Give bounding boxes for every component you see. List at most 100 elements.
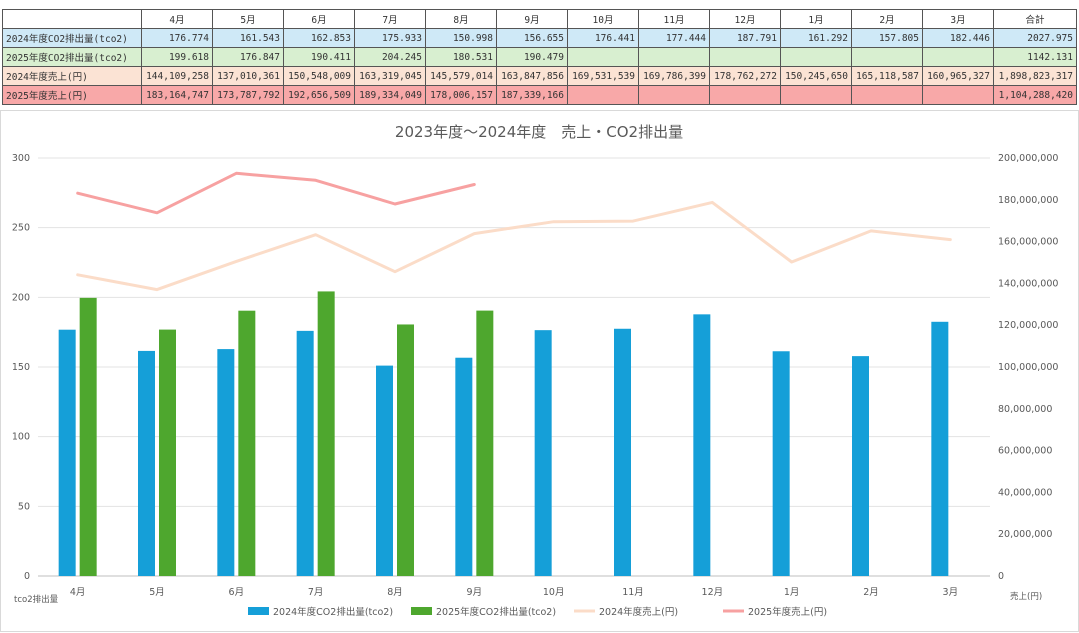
- combo-chart: 2023年度～2024年度 売上・CO2排出量 0 50 100 150 200 250 30…: [0, 110, 1079, 632]
- table-cell[interactable]: 190.479: [496, 47, 568, 67]
- table-cell[interactable]: 176.847: [212, 47, 284, 67]
- table-cell[interactable]: [638, 47, 710, 67]
- table-cell[interactable]: [638, 85, 710, 105]
- table-cell[interactable]: 145,579,014: [425, 66, 497, 86]
- row-label-cell[interactable]: 2025年度CO2排出量(tco2): [2, 47, 142, 67]
- x-tick-label: 5月: [149, 587, 165, 598]
- x-tick-label: 6月: [229, 587, 245, 598]
- chart-panel[interactable]: 2023年度～2024年度 売上・CO2排出量 0 50 100 150 200 250 30…: [0, 110, 1079, 633]
- chart-title: 2023年度～2024年度 売上・CO2排出量: [395, 123, 683, 141]
- bar-co2-2025: [79, 297, 97, 576]
- table-cell[interactable]: 176.441: [567, 28, 639, 48]
- table-cell[interactable]: 182.446: [922, 28, 994, 48]
- x-tick-label: 4月: [70, 587, 86, 598]
- table-header-cell[interactable]: 11月: [638, 9, 710, 29]
- table-header-cell[interactable]: 7月: [354, 9, 426, 29]
- table-cell[interactable]: 180.531: [425, 47, 497, 67]
- table-header-cell[interactable]: 12月: [709, 9, 781, 29]
- table-cell[interactable]: 169,531,539: [567, 66, 639, 86]
- x-tick-label: 12月: [702, 587, 724, 598]
- table-cell[interactable]: [922, 85, 994, 105]
- bar-co2-2024: [296, 330, 314, 576]
- table-cell[interactable]: 187,339,166: [496, 85, 568, 105]
- table-header-cell[interactable]: 5月: [212, 9, 284, 29]
- table-cell[interactable]: 190.411: [283, 47, 355, 67]
- table-cell[interactable]: 176.774: [141, 28, 213, 48]
- table-cell[interactable]: [567, 47, 639, 67]
- table-cell[interactable]: 178,006,157: [425, 85, 497, 105]
- table-cell[interactable]: 177.444: [638, 28, 710, 48]
- table-header-cell[interactable]: 2月: [851, 9, 923, 29]
- table-cell[interactable]: 175.933: [354, 28, 426, 48]
- table-cell[interactable]: 150.998: [425, 28, 497, 48]
- y-right-tick-label: 0: [998, 571, 1004, 582]
- y-right-tick-label: 200,000,000: [998, 153, 1058, 164]
- table-header-cell[interactable]: 10月: [567, 9, 639, 29]
- table-cell[interactable]: 173,787,792: [212, 85, 284, 105]
- table-cell[interactable]: 163,847,856: [496, 66, 568, 86]
- x-tick-label: 7月: [308, 587, 324, 598]
- table-cell[interactable]: [709, 47, 781, 67]
- table-corner-cell[interactable]: [2, 9, 142, 29]
- bar-co2-2024: [614, 328, 631, 576]
- table-row: 2024年度CO2排出量(tco2) 176.774 161.543 162.853 1…: [2, 28, 1077, 48]
- bar-co2-2024: [455, 357, 473, 576]
- y-right-tick-label: 60,000,000: [998, 446, 1052, 457]
- table-cell[interactable]: 178,762,272: [709, 66, 781, 86]
- table-cell[interactable]: [780, 85, 852, 105]
- table-cell[interactable]: 2027.975: [993, 28, 1077, 48]
- table-cell[interactable]: 150,548,009: [283, 66, 355, 86]
- y-right-tick-label: 20,000,000: [998, 529, 1052, 540]
- table-header-cell[interactable]: 合計: [993, 9, 1077, 29]
- table-cell[interactable]: [567, 85, 639, 105]
- table-cell[interactable]: 192,656,509: [283, 85, 355, 105]
- table-cell[interactable]: [780, 47, 852, 67]
- table-cell[interactable]: 160,965,327: [922, 66, 994, 86]
- bar-co2-2024: [138, 350, 155, 576]
- x-tick-label: 1月: [784, 587, 800, 598]
- table-cell[interactable]: 144,109,258: [141, 66, 213, 86]
- legend-label: 2024年度売上(円): [599, 606, 678, 618]
- table-cell[interactable]: [709, 85, 781, 105]
- table-cell[interactable]: 169,786,399: [638, 66, 710, 86]
- table-cell[interactable]: 137,010,361: [212, 66, 284, 86]
- table-cell[interactable]: 163,319,045: [354, 66, 426, 86]
- table-cell[interactable]: 1142.131: [993, 47, 1077, 67]
- table-header-cell[interactable]: 6月: [283, 9, 355, 29]
- y-right-tick-label: 40,000,000: [998, 487, 1052, 498]
- table-header-cell[interactable]: 1月: [780, 9, 852, 29]
- table-header-cell[interactable]: 9月: [496, 9, 568, 29]
- table-cell[interactable]: 161.543: [212, 28, 284, 48]
- legend-swatch: [411, 607, 432, 615]
- table-cell[interactable]: [922, 47, 994, 67]
- table-cell[interactable]: 161.292: [780, 28, 852, 48]
- row-label-cell[interactable]: 2024年度CO2排出量(tco2): [2, 28, 142, 48]
- table-cell[interactable]: 189,334,049: [354, 85, 426, 105]
- table-row: 2025年度売上(円) 183,164,747 173,787,792 192,656…: [2, 85, 1077, 105]
- table-cell[interactable]: 156.655: [496, 28, 568, 48]
- table-cell[interactable]: [851, 47, 923, 67]
- table-header-cell[interactable]: 4月: [141, 9, 213, 29]
- table-cell[interactable]: 1,104,288,420: [993, 85, 1077, 105]
- y-right-tick-label: 120,000,000: [998, 320, 1058, 331]
- x-tick-label: 8月: [387, 587, 403, 598]
- y-left-tick-label: 150: [12, 362, 30, 373]
- table-header-cell[interactable]: 3月: [922, 9, 994, 29]
- table-cell[interactable]: 150,245,650: [780, 66, 852, 86]
- table-cell[interactable]: 162.853: [283, 28, 355, 48]
- table-cell[interactable]: 157.805: [851, 28, 923, 48]
- y-right-tick-label: 100,000,000: [998, 362, 1058, 373]
- line-sales-2024: [76, 200, 952, 292]
- bar-co2-2025: [317, 291, 335, 576]
- table-cell[interactable]: [851, 85, 923, 105]
- table-cell[interactable]: 165,118,587: [851, 66, 923, 86]
- table-cell[interactable]: 204.245: [354, 47, 426, 67]
- row-label-cell[interactable]: 2024年度売上(円): [2, 66, 142, 86]
- table-cell[interactable]: 187.791: [709, 28, 781, 48]
- y-left-tick-label: 0: [24, 571, 30, 582]
- table-cell[interactable]: 1,898,823,317: [993, 66, 1077, 86]
- table-cell[interactable]: 199.618: [141, 47, 213, 67]
- table-header-cell[interactable]: 8月: [425, 9, 497, 29]
- table-cell[interactable]: 183,164,747: [141, 85, 213, 105]
- row-label-cell[interactable]: 2025年度売上(円): [2, 85, 142, 105]
